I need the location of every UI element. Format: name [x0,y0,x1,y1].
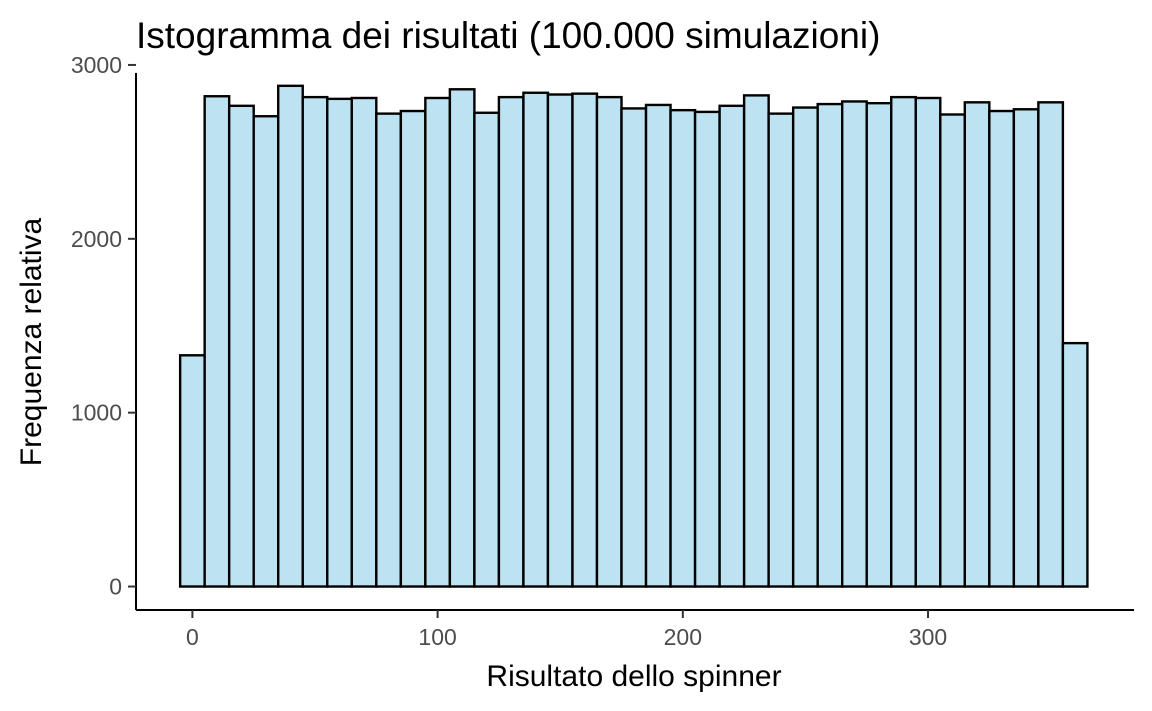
histogram-bar [399,109,427,588]
x-tick-label: 100 [418,624,456,650]
histogram-bar [227,104,255,588]
histogram-bar [595,95,623,588]
histogram-bar [693,110,721,588]
y-tick-label: 2000 [71,226,122,252]
histogram-bar [963,101,991,588]
histogram-bar [448,88,476,588]
histogram-bar [497,95,525,588]
y-tick-label: 1000 [71,400,122,426]
histogram-bar [326,97,353,588]
histogram-bar [890,95,917,588]
histogram-bar [252,115,280,588]
histogram-bar [767,112,795,588]
histogram-bar [841,100,868,588]
bars-group [178,84,1089,588]
chart-title: Istogramma dei risultati (100.000 simula… [136,15,880,56]
y-tick-label: 0 [109,574,122,600]
x-tick-label: 0 [186,624,199,650]
histogram-bar [718,104,746,588]
histogram-bar [424,96,452,588]
histogram-bar [865,101,893,588]
histogram-bar [277,84,304,588]
x-tick-label: 200 [664,624,702,650]
y-tick-label: 3000 [71,52,122,78]
histogram-bar [669,108,697,588]
x-axis-title: Risultato dello spinner [486,660,781,693]
histogram-bar [301,95,329,588]
histogram-bar [939,113,967,588]
histogram-bar [203,95,231,588]
histogram-bar [473,111,501,588]
y-axis: 0 1000 2000 3000 [71,52,137,610]
histogram-bar [644,103,672,588]
histogram-bar [375,112,403,588]
histogram-bar [522,91,550,588]
y-axis-title: Frequenza relativa [15,217,48,466]
histogram-bar [350,96,378,588]
histogram-bar [178,354,206,588]
histogram-bar [1037,101,1065,588]
histogram-bar [620,107,648,588]
x-axis: 0 100 200 300 [136,609,1134,650]
histogram-bar [816,102,844,588]
histogram-bar [914,96,942,588]
histogram-bar [742,94,770,588]
histogram-bar [571,92,599,588]
histogram-bar [1012,108,1040,588]
histogram-bar [791,106,819,588]
x-tick-label: 300 [909,624,947,650]
histogram-bar [546,93,574,588]
histogram-bar [1061,341,1089,588]
histogram-bar [988,109,1016,588]
